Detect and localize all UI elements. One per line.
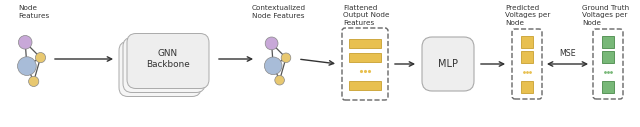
Bar xyxy=(602,81,614,92)
Circle shape xyxy=(17,57,36,75)
Bar xyxy=(349,38,381,47)
FancyBboxPatch shape xyxy=(123,37,205,92)
FancyBboxPatch shape xyxy=(119,42,201,97)
Bar xyxy=(521,51,533,62)
FancyBboxPatch shape xyxy=(127,34,209,89)
Text: Ground Truth
Voltages per
Node: Ground Truth Voltages per Node xyxy=(582,5,629,26)
Text: Flattened
Output Node
Features: Flattened Output Node Features xyxy=(343,5,390,26)
Bar xyxy=(602,36,614,47)
Bar xyxy=(349,52,381,61)
Bar xyxy=(521,81,533,92)
Circle shape xyxy=(264,57,282,75)
Circle shape xyxy=(35,52,45,63)
Circle shape xyxy=(281,53,291,63)
Text: Node
Features: Node Features xyxy=(18,5,49,19)
Bar xyxy=(602,51,614,62)
Circle shape xyxy=(265,37,278,50)
Circle shape xyxy=(19,36,32,49)
Text: GNN
Backbone: GNN Backbone xyxy=(146,49,190,69)
Text: MSE: MSE xyxy=(559,50,576,59)
Text: Contextualized
Node Features: Contextualized Node Features xyxy=(252,5,306,19)
Circle shape xyxy=(29,76,39,86)
Text: MLP: MLP xyxy=(438,59,458,69)
Circle shape xyxy=(275,75,284,85)
FancyBboxPatch shape xyxy=(422,37,474,91)
Bar xyxy=(521,36,533,47)
Bar xyxy=(349,81,381,90)
Text: Predicted
Voltages per
Node: Predicted Voltages per Node xyxy=(505,5,550,26)
